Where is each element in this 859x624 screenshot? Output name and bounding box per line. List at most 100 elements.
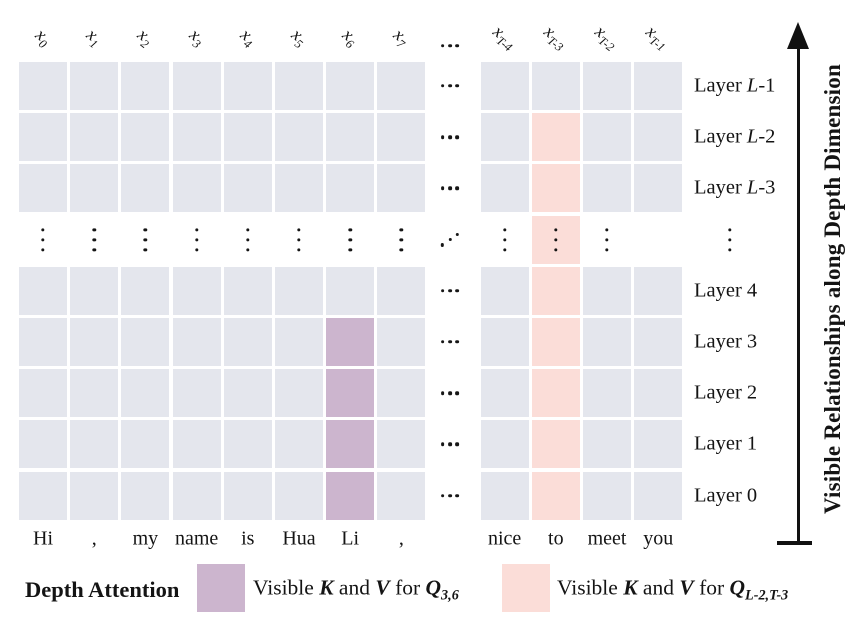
attention-cell	[275, 164, 323, 213]
dot	[297, 237, 301, 242]
dot	[143, 227, 148, 232]
layer-label-word: Layer	[694, 125, 747, 148]
attention-cell	[19, 164, 67, 213]
attention-cell	[480, 318, 529, 366]
token-label-5: x5	[285, 24, 311, 52]
legend-word: and	[333, 575, 376, 600]
attention-cell	[377, 164, 426, 213]
attention-cell	[70, 471, 119, 520]
dot	[448, 186, 452, 191]
highlighted-cell-pink	[531, 471, 580, 520]
legend-math-symbol: K	[623, 575, 638, 600]
dot	[448, 340, 452, 344]
attention-cell	[121, 62, 170, 110]
dot	[455, 186, 459, 191]
attention-cell	[70, 113, 119, 162]
attention-cell	[583, 164, 631, 213]
dot	[455, 289, 459, 293]
attention-cell	[275, 471, 323, 520]
attention-cell	[121, 471, 170, 520]
attention-cell	[223, 369, 272, 418]
dot	[194, 237, 199, 242]
layer-label-index: -2	[758, 125, 776, 148]
layer-label: Layer 0	[694, 484, 757, 507]
legend-word: Visible	[557, 575, 624, 600]
attention-cell	[634, 164, 683, 213]
attention-cell	[583, 471, 631, 520]
attention-cell	[583, 318, 631, 366]
attention-cell	[19, 113, 67, 162]
dot	[455, 135, 459, 139]
attention-cell	[19, 62, 67, 110]
highlighted-cell-pink	[531, 113, 580, 162]
attention-cell	[583, 113, 631, 162]
token-label-T-1: xT-1	[640, 21, 674, 55]
token-word: nice	[487, 527, 522, 550]
dot	[399, 237, 404, 242]
legend-word: for	[693, 575, 730, 600]
row-ellipsis	[441, 442, 459, 447]
legend-math-symbol: Q	[729, 575, 746, 600]
attention-cell	[70, 266, 119, 315]
row-ellipsis	[441, 391, 459, 395]
attention-cell	[172, 164, 221, 213]
layer-label: Layer L-2	[694, 126, 775, 149]
token-word: meet	[587, 527, 627, 550]
attention-cell	[223, 420, 272, 469]
attention-cell	[377, 318, 426, 366]
token-label-2: x2	[132, 24, 158, 52]
attention-cell	[377, 369, 426, 418]
token-label-4: x4	[234, 24, 260, 52]
legend-math-symbol: K	[319, 575, 334, 600]
highlighted-cell-purple	[326, 420, 375, 469]
attention-cell	[377, 471, 426, 520]
attention-cell	[275, 113, 323, 162]
attention-cell	[634, 471, 683, 520]
dot	[728, 227, 732, 232]
dot	[348, 227, 352, 232]
highlighted-cell-purple	[326, 318, 375, 366]
dot	[92, 227, 96, 232]
highlighted-cell-pink	[531, 266, 580, 315]
layer-label-index: 4	[746, 279, 758, 302]
legend-math-symbol: Q	[425, 575, 442, 600]
attention-cell	[19, 471, 67, 520]
layer-label-variable: L	[746, 176, 759, 199]
dot	[41, 237, 45, 242]
dot	[92, 247, 96, 252]
legend-math-symbol: V	[375, 575, 390, 600]
highlighted-cell-pink	[531, 420, 580, 469]
highlighted-cell-pink	[531, 164, 580, 213]
layer-label-word: Layer	[694, 279, 747, 302]
row-ellipsis	[441, 84, 459, 88]
attention-cell	[121, 369, 170, 418]
dot	[194, 227, 199, 232]
layer-label: Layer 3	[694, 331, 757, 354]
layer-label-index: 3	[746, 330, 758, 353]
dot	[297, 247, 301, 252]
dot	[441, 442, 445, 447]
attention-cell	[223, 318, 272, 366]
layer-label: Layer 1	[694, 433, 757, 456]
attention-cell	[480, 62, 529, 110]
column-vdots	[502, 227, 507, 252]
dot	[448, 84, 452, 88]
dot	[399, 227, 404, 232]
attention-cell	[480, 369, 529, 418]
attention-cell	[70, 164, 119, 213]
attention-cell	[480, 266, 529, 315]
dot	[399, 247, 404, 252]
token-label-3: x3	[183, 24, 209, 52]
label-column-vdots	[728, 227, 732, 252]
legend-word: and	[637, 575, 680, 600]
attention-cell	[121, 420, 170, 469]
layer-label-index: -3	[758, 176, 776, 199]
attention-cell	[121, 318, 170, 366]
dot	[441, 135, 445, 139]
token-word: Li	[341, 527, 360, 550]
token-word: you	[643, 527, 674, 550]
dot	[728, 237, 732, 242]
dot	[92, 237, 96, 242]
dot	[41, 247, 45, 252]
